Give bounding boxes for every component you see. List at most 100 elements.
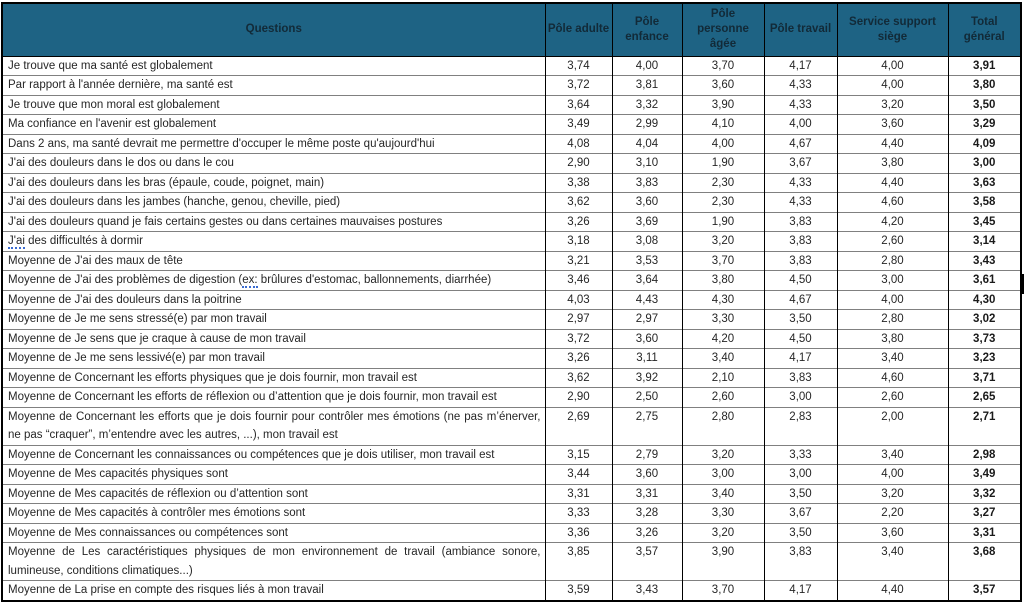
value-cell[interactable]: 2,80 [681,406,765,445]
value-cell[interactable]: 3,00 [763,387,838,407]
value-cell[interactable]: 3,60 [681,75,765,95]
value-cell[interactable]: 4,43 [611,289,683,310]
value-cell[interactable]: 2,90 [544,387,613,407]
question-cell[interactable]: Je trouve que ma santé est globalement [1,56,546,76]
question-cell[interactable]: Moyenne de Mes capacités à contrôler mes… [1,503,546,523]
value-cell[interactable]: 4,03 [544,289,613,310]
question-cell[interactable]: Moyenne de Mes capacités physiques sont [1,464,546,484]
value-cell[interactable]: 3,53 [611,250,683,271]
value-cell[interactable]: 4,00 [836,464,949,484]
value-cell[interactable]: 4,10 [681,114,765,134]
total-cell[interactable]: 3,68 [947,542,1022,581]
value-cell[interactable]: 3,46 [544,270,613,290]
value-cell[interactable]: 3,36 [544,522,613,543]
value-cell[interactable]: 3,44 [544,464,613,484]
value-cell[interactable]: 4,00 [836,56,949,76]
question-cell[interactable]: Moyenne de J'ai des problèmes de digesti… [1,270,546,290]
total-cell[interactable]: 2,71 [947,406,1022,445]
value-cell[interactable]: 3,72 [544,328,613,349]
value-cell[interactable]: 4,50 [763,270,838,290]
value-cell[interactable]: 3,20 [681,231,765,251]
value-cell[interactable]: 3,62 [544,367,613,388]
total-cell[interactable]: 3,57 [947,580,1022,601]
total-cell[interactable]: 3,29 [947,114,1022,134]
value-cell[interactable]: 3,60 [611,192,683,212]
value-cell[interactable]: 2,20 [836,503,949,523]
value-cell[interactable]: 2,69 [544,406,613,445]
total-cell[interactable]: 3,80 [947,75,1022,95]
value-cell[interactable]: 4,17 [763,580,838,601]
value-cell[interactable]: 4,60 [836,192,949,212]
total-cell[interactable]: 3,23 [947,348,1022,368]
value-cell[interactable]: 3,74 [544,56,613,76]
question-cell[interactable]: Moyenne de La prise en compte des risque… [1,580,546,601]
value-cell[interactable]: 3,83 [611,172,683,193]
column-header-service-support-siege[interactable]: Service support siège [836,3,949,57]
value-cell[interactable]: 3,60 [611,328,683,349]
value-cell[interactable]: 3,31 [544,483,613,504]
value-cell[interactable]: 3,15 [544,444,613,465]
value-cell[interactable]: 2,60 [836,387,949,407]
total-cell[interactable]: 2,98 [947,444,1022,465]
value-cell[interactable]: 3,50 [763,483,838,504]
value-cell[interactable]: 2,97 [544,309,613,329]
value-cell[interactable]: 4,60 [836,367,949,388]
question-cell[interactable]: J'ai des douleurs dans les jambes (hanch… [1,192,546,212]
value-cell[interactable]: 2,90 [544,153,613,173]
value-cell[interactable]: 2,30 [681,172,765,193]
total-cell[interactable]: 3,73 [947,328,1022,349]
value-cell[interactable]: 4,00 [681,133,765,154]
question-cell[interactable]: Moyenne de Mes connaissances ou compéten… [1,522,546,543]
value-cell[interactable]: 3,20 [836,483,949,504]
value-cell[interactable]: 1,90 [681,211,765,232]
value-cell[interactable]: 4,04 [611,133,683,154]
question-cell[interactable]: Moyenne de J'ai des maux de tête [1,250,546,271]
value-cell[interactable]: 3,90 [681,542,765,581]
value-cell[interactable]: 3,20 [681,444,765,465]
value-cell[interactable]: 4,67 [763,133,838,154]
total-cell[interactable]: 3,32 [947,483,1022,504]
question-cell[interactable]: Ma confiance en l'avenir est globalement [1,114,546,134]
question-cell[interactable]: Moyenne de Concernant les connaissances … [1,444,546,465]
value-cell[interactable]: 3,83 [763,211,838,232]
value-cell[interactable]: 3,57 [611,542,683,581]
value-cell[interactable]: 3,40 [836,542,949,581]
value-cell[interactable]: 3,70 [681,250,765,271]
total-cell[interactable]: 3,31 [947,522,1022,543]
value-cell[interactable]: 3,83 [763,231,838,251]
value-cell[interactable]: 3,50 [763,309,838,329]
value-cell[interactable]: 3,67 [763,153,838,173]
total-cell[interactable]: 3,49 [947,464,1022,484]
value-cell[interactable]: 3,81 [611,75,683,95]
value-cell[interactable]: 2,79 [611,444,683,465]
question-cell[interactable]: Moyenne de Je me sens stressé(e) par mon… [1,309,546,329]
value-cell[interactable]: 4,33 [763,172,838,193]
total-cell[interactable]: 4,30 [947,289,1022,310]
value-cell[interactable]: 3,49 [544,114,613,134]
value-cell[interactable]: 3,60 [611,464,683,484]
value-cell[interactable]: 3,10 [611,153,683,173]
total-cell[interactable]: 3,00 [947,153,1022,173]
value-cell[interactable]: 2,80 [836,250,949,271]
value-cell[interactable]: 3,26 [544,211,613,232]
total-cell[interactable]: 3,02 [947,309,1022,329]
total-cell[interactable]: 4,09 [947,133,1022,154]
question-cell[interactable]: J'ai des douleurs quand je fais certains… [1,211,546,232]
value-cell[interactable]: 2,97 [611,309,683,329]
value-cell[interactable]: 3,20 [836,94,949,115]
value-cell[interactable]: 3,80 [836,153,949,173]
total-cell[interactable]: 3,58 [947,192,1022,212]
question-cell[interactable]: Moyenne de J'ai des douleurs dans la poi… [1,289,546,310]
value-cell[interactable]: 4,33 [763,192,838,212]
question-cell[interactable]: Moyenne de Concernant les efforts que je… [1,406,546,445]
value-cell[interactable]: 3,00 [836,270,949,290]
value-cell[interactable]: 4,00 [836,75,949,95]
value-cell[interactable]: 3,28 [611,503,683,523]
question-cell[interactable]: Moyenne de Je sens que je craque à cause… [1,328,546,349]
value-cell[interactable]: 3,31 [611,483,683,504]
column-header-pole-enfance[interactable]: Pôle enfance [611,3,683,57]
value-cell[interactable]: 2,10 [681,367,765,388]
value-cell[interactable]: 4,08 [544,133,613,154]
value-cell[interactable]: 3,85 [544,542,613,581]
column-header-total-general[interactable]: Total général [947,3,1022,57]
